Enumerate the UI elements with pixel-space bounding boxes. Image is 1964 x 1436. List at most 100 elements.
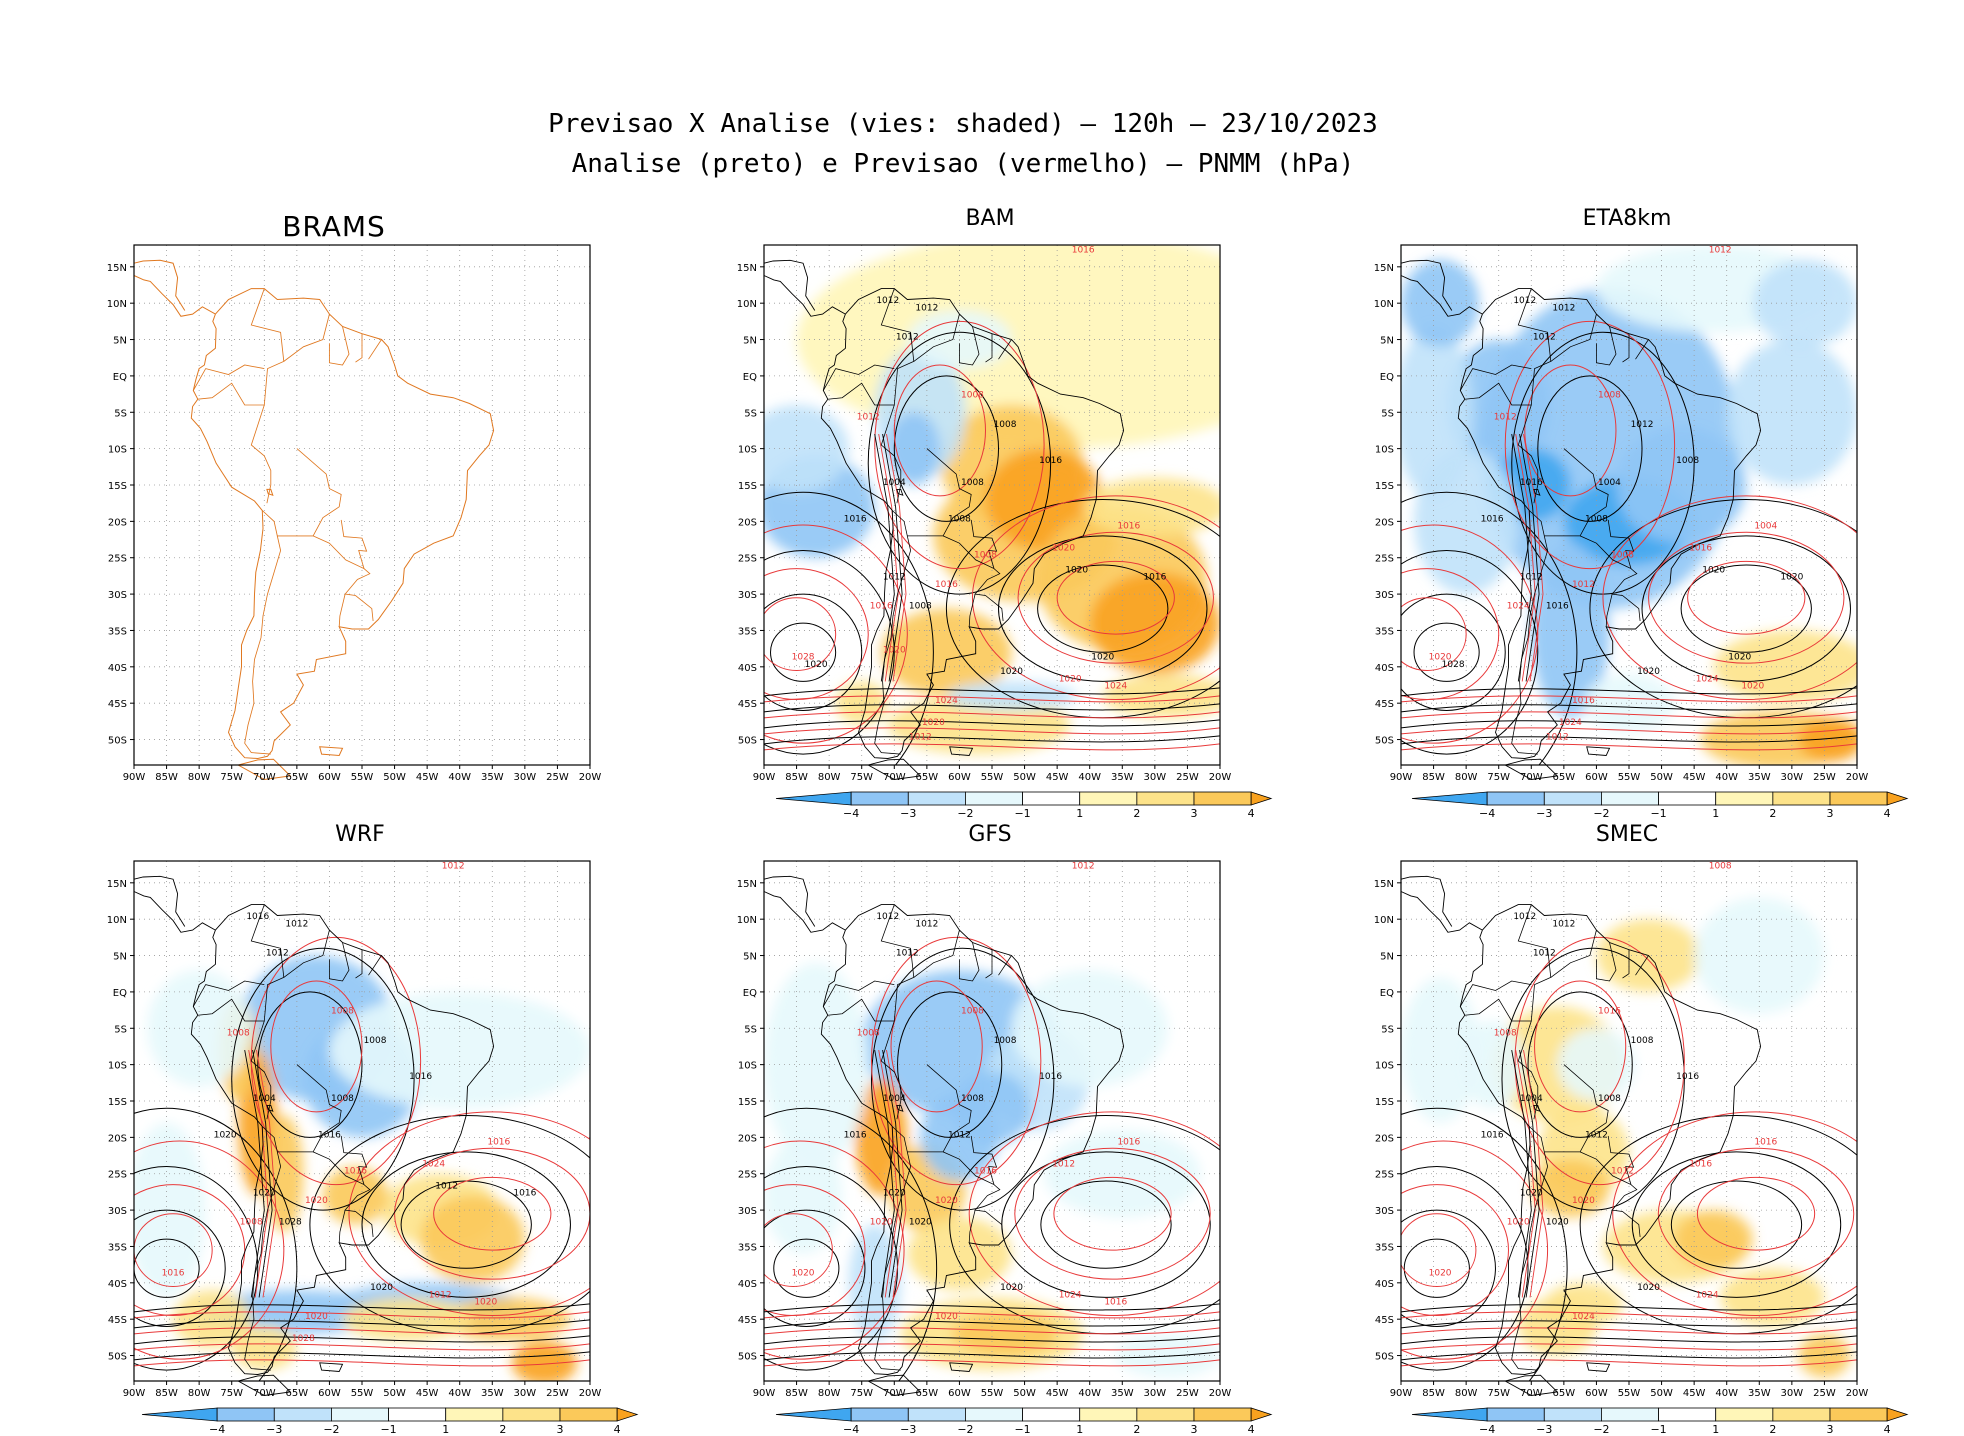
analysis-pressure-label: 1008: [1676, 456, 1699, 466]
analysis-isobar: [764, 735, 1220, 745]
colorbar-segment: [1079, 791, 1138, 806]
analysis-pressure-label: 1020: [909, 1218, 932, 1228]
forecast-isobar: [1401, 1359, 1857, 1367]
forecast-isobar: [1612, 1111, 1857, 1317]
andes-isobar: [882, 434, 903, 682]
analysis-pressure-label: 1012: [1585, 1130, 1608, 1140]
analysis-pressure-label: 1016: [1676, 1072, 1699, 1082]
andes-isobar: [886, 1050, 907, 1298]
colorbar-label: 3: [557, 1423, 564, 1436]
analysis-isobar: [764, 1319, 1220, 1329]
colorbar-label: −3: [900, 807, 916, 820]
forecast-pressure-label: 1008: [1494, 1029, 1517, 1039]
analysis-isobar: [998, 535, 1208, 682]
forecast-isobar: [764, 1327, 1220, 1335]
lat-label: 25S: [108, 554, 127, 565]
colorbar-label: 4: [1884, 1423, 1891, 1436]
lat-label: 15S: [108, 1097, 127, 1108]
forecast-pressure-label: 1012: [1709, 245, 1732, 255]
analysis-pressure-label: 1012: [1520, 573, 1543, 583]
analysis-isobar: [134, 1165, 259, 1371]
analysis-pressure-label: 1012: [896, 949, 919, 959]
forecast-pressure-label: 1012: [1546, 733, 1569, 743]
lat-label: 20S: [108, 1133, 127, 1144]
analysis-pressure-label: 1008: [961, 478, 984, 488]
analysis-isobar: [134, 1303, 590, 1313]
lat-label: 25S: [738, 1170, 757, 1181]
lat-label: 10N: [1374, 299, 1394, 310]
forecast-isobar: [134, 1213, 213, 1287]
forecast-isobar: [764, 727, 1220, 735]
analysis-isobar: [764, 703, 1220, 713]
colorbar-boxes: [1411, 791, 1909, 806]
lat-label: 10N: [737, 299, 757, 310]
lat-label: 45S: [108, 699, 127, 710]
colorbar-arrow-left: [141, 1407, 218, 1422]
analysis-isobar: [1401, 491, 1578, 765]
lon-label: 40W: [1078, 772, 1101, 783]
lat-label: 35S: [108, 1242, 127, 1253]
forecast-pressure-label: 1008: [331, 1007, 354, 1017]
forecast-isobar: [1017, 531, 1214, 664]
lat-label: 35S: [738, 1242, 757, 1253]
forecast-pressure-label: 1016: [1689, 1159, 1712, 1169]
analysis-isobar: [1537, 375, 1643, 522]
colorbar-arrow-right: [1250, 791, 1273, 806]
colorbar-wrf: −4 −3 −2 −1 1 2 3 4: [141, 1407, 639, 1436]
lon-label: 45W: [1683, 1388, 1706, 1399]
analysis-pressure-label: 1020: [883, 1189, 906, 1199]
lat-label: 30S: [738, 590, 757, 601]
forecast-pressure-label: 1016: [1104, 1298, 1127, 1308]
andes-isobar: [1519, 1050, 1540, 1298]
lat-label: 25S: [108, 1170, 127, 1181]
forecast-pressure-label: 1012: [857, 413, 880, 423]
lat-label: 5S: [1381, 1024, 1394, 1035]
colorbar-label: −1: [1014, 1423, 1030, 1436]
colorbar-arrow-right: [616, 1407, 639, 1422]
forecast-pressure-label: 1016: [1072, 245, 1095, 255]
lon-label: 20W: [1209, 1388, 1232, 1399]
lat-label: 45S: [738, 1315, 757, 1326]
analysis-pressure-label: 1004: [1520, 1094, 1543, 1104]
lat-label: 5N: [1380, 952, 1394, 963]
analysis-isobar: [893, 375, 1000, 522]
analysis-isobar: [1401, 1335, 1857, 1345]
lon-label: 50W: [383, 1388, 406, 1399]
panel-title-bam: BAM: [965, 206, 1015, 231]
analysis-pressure-label: 1016: [1546, 602, 1569, 612]
forecast-isobar: [1696, 1176, 1816, 1251]
analysis-isobar: [870, 947, 1055, 1211]
lat-label: 35S: [1375, 626, 1394, 637]
lon-label: 80W: [1455, 772, 1478, 783]
analysis-pressure-label: 1020: [1546, 1218, 1569, 1228]
forecast-pressure-label: 1008: [1598, 391, 1621, 401]
colorbar-label: −4: [1479, 807, 1495, 820]
lat-label: 5N: [743, 952, 757, 963]
colorbar-label: −4: [843, 807, 859, 820]
lon-label: 25W: [1176, 772, 1199, 783]
analysis-pressure-label: 1008: [961, 1094, 984, 1104]
lat-label: EQ: [1380, 372, 1394, 383]
colorbar-label: −2: [1593, 1423, 1609, 1436]
colorbar-label: 2: [1769, 807, 1776, 820]
analysis-isobar: [897, 991, 1003, 1138]
andes-isobar: [248, 1050, 269, 1298]
analysis-pressure-label: 1020: [1728, 653, 1751, 663]
bias-shading: [1401, 897, 1851, 1378]
lat-label: 25S: [1375, 554, 1394, 565]
analysis-isobar: [773, 1238, 840, 1298]
lat-label: 15S: [1375, 481, 1394, 492]
forecast-pressure-label: 1020: [474, 1298, 497, 1308]
colorbar-label: −3: [900, 1423, 916, 1436]
lon-label: 80W: [818, 772, 841, 783]
map-grid: [764, 245, 1220, 765]
forecast-isobar: [968, 1111, 1220, 1317]
colorbar-segment: [965, 791, 1023, 806]
forecast-isobar: [764, 1140, 905, 1360]
analysis-pressure-label: 1012: [285, 919, 308, 929]
analysis-pressure-label: 1012: [915, 919, 938, 929]
colorbar-segment: [1193, 791, 1252, 806]
colorbar-boxes: [141, 1407, 639, 1422]
analysis-pressure-label: 1012: [1533, 333, 1556, 343]
lon-label: 75W: [1487, 772, 1510, 783]
